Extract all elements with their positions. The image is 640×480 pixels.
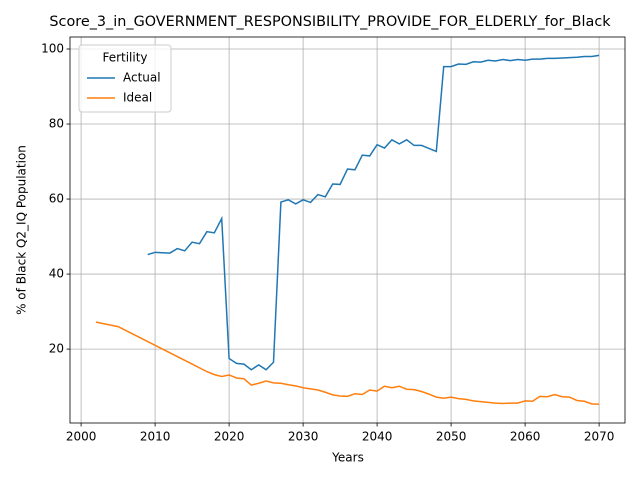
y-tick-label: 20: [49, 342, 64, 356]
x-tick-label: 2050: [436, 430, 467, 444]
x-tick-label: 2010: [140, 430, 171, 444]
legend-label: Actual: [123, 71, 161, 85]
data-line: [147, 54, 600, 371]
x-tick-label: 2000: [66, 430, 97, 444]
x-tick-label: 2020: [214, 430, 245, 444]
y-tick-label: 60: [49, 192, 64, 206]
y-axis-label: % of Black Q2_IQ Population: [15, 145, 29, 315]
chart-title: Score_3_in_GOVERNMENT_RESPONSIBILITY_PRO…: [49, 14, 611, 30]
x-tick-label: 2030: [288, 430, 319, 444]
grid: [70, 37, 625, 423]
legend-label: Ideal: [123, 91, 152, 105]
legend-title: Fertility: [102, 51, 147, 65]
x-tick-label: 2060: [510, 430, 541, 444]
legend-box: [78, 44, 172, 113]
y-tick-label: 100: [41, 42, 64, 56]
data-line: [95, 321, 600, 405]
plot-lines: [95, 54, 600, 405]
x-axis-label: Years: [331, 451, 364, 465]
legend: Fertility Actual Ideal: [78, 44, 172, 113]
y-tick-label: 40: [49, 267, 64, 281]
axes-frame: [69, 36, 626, 424]
y-tick-label: 80: [49, 117, 64, 131]
x-tick-label: 2040: [362, 430, 393, 444]
x-tick-label: 2070: [584, 430, 615, 444]
